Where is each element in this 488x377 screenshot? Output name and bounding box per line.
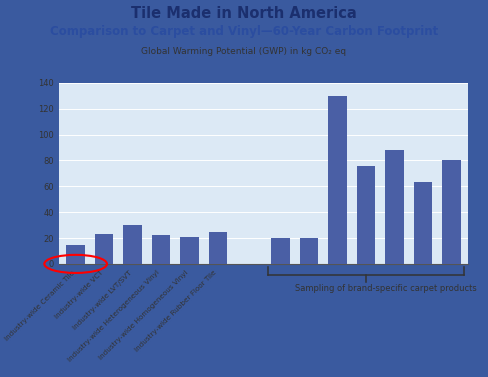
Text: Industry-wide Rubber Floor Tile: Industry-wide Rubber Floor Tile <box>134 270 218 353</box>
Bar <box>152 236 170 264</box>
Bar <box>66 245 85 264</box>
Bar <box>442 161 461 264</box>
Bar <box>209 231 227 264</box>
Text: Industry-wide Ceramic Tile: Industry-wide Ceramic Tile <box>3 270 76 342</box>
Text: Sampling of brand-specific carpet products: Sampling of brand-specific carpet produc… <box>295 284 476 293</box>
Bar <box>271 238 290 264</box>
Bar <box>123 225 142 264</box>
Text: Tile Made in North America: Tile Made in North America <box>131 6 357 21</box>
Bar <box>300 238 318 264</box>
Bar <box>385 150 404 264</box>
Text: Industry-wide Homogeneous Vinyl: Industry-wide Homogeneous Vinyl <box>98 270 189 361</box>
Bar <box>95 234 113 264</box>
Bar <box>414 182 432 264</box>
Bar <box>180 237 199 264</box>
Text: Industry-wide LVT/SVT: Industry-wide LVT/SVT <box>71 270 133 331</box>
Bar <box>328 96 347 264</box>
Text: Industry-wide VCT: Industry-wide VCT <box>53 270 104 320</box>
Text: Comparison to Carpet and Vinyl—60-Year Carbon Footprint: Comparison to Carpet and Vinyl—60-Year C… <box>50 25 438 37</box>
Bar <box>357 166 375 264</box>
Text: Global Warming Potential (GWP) in kg CO₂ eq: Global Warming Potential (GWP) in kg CO₂… <box>142 47 346 56</box>
Text: Industry-wide Heterogeneous Vinyl: Industry-wide Heterogeneous Vinyl <box>67 270 161 363</box>
